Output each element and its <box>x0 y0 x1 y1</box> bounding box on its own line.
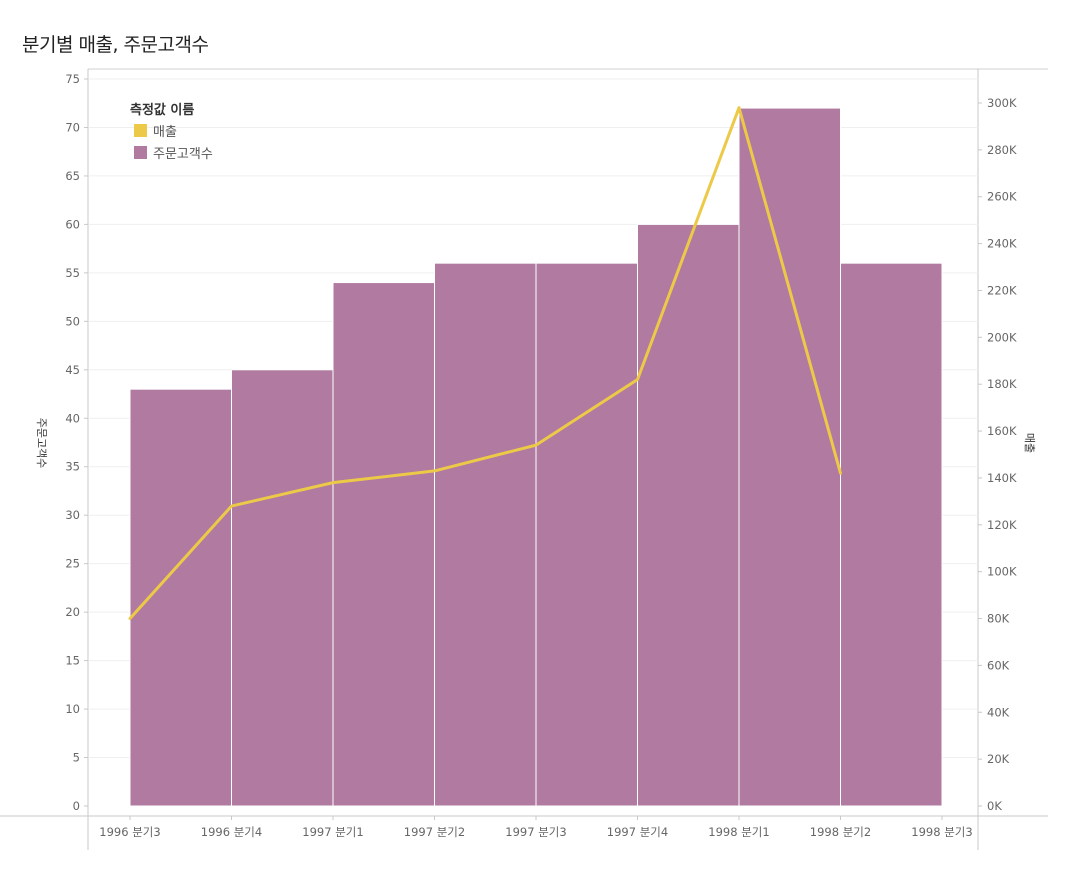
right-tick-label: 120K <box>987 518 1017 532</box>
right-tick-label: 20K <box>987 752 1010 766</box>
left-tick-label: 75 <box>65 72 80 86</box>
sales-point-6 <box>637 379 638 381</box>
right-tick-label: 0K <box>987 799 1002 813</box>
right-tick-label: 160K <box>987 424 1017 438</box>
left-tick-label: 65 <box>65 169 80 183</box>
left-tick-label: 55 <box>65 266 80 280</box>
sales-line <box>128 106 842 621</box>
bar-3 <box>332 282 435 807</box>
sales-point-8 <box>840 472 841 474</box>
right-tick-label: 280K <box>987 143 1017 157</box>
sales-point-2 <box>231 505 232 507</box>
left-tick-label: 20 <box>65 605 80 619</box>
x-tick-label: 1997 분기3 <box>505 825 566 839</box>
left-tick-label: 70 <box>65 120 80 134</box>
left-tick-label: 25 <box>65 557 80 571</box>
right-tick-label: 200K <box>987 330 1017 344</box>
x-tick-label: 1998 분기2 <box>810 825 871 839</box>
right-tick-label: 40K <box>987 705 1010 719</box>
bar-7 <box>738 107 841 807</box>
right-tick-label: 80K <box>987 612 1010 626</box>
sales-point-1 <box>129 618 131 620</box>
legend-swatch-1 <box>134 124 147 137</box>
left-axis-title: 주문고객수 <box>35 418 48 469</box>
bar-2 <box>231 369 334 807</box>
x-tick-label: 1997 분기2 <box>404 825 465 839</box>
right-tick-label: 300K <box>987 96 1017 110</box>
legend-label-2: 주문고객수 <box>153 147 213 162</box>
x-tick-label: 1997 분기4 <box>607 825 668 839</box>
chart-title: 분기별 매출, 주문고객수 <box>22 34 209 56</box>
right-tick-label: 240K <box>987 237 1017 251</box>
x-tick-label: 1997 분기1 <box>302 825 363 839</box>
bar-6 <box>637 223 740 807</box>
right-tick-label: 60K <box>987 658 1010 672</box>
legend-label-1: 매출 <box>153 125 177 140</box>
sales-point-3 <box>332 482 334 484</box>
bar-8 <box>840 262 943 807</box>
left-tick-label: 60 <box>65 217 80 231</box>
left-tick-label: 35 <box>65 460 80 474</box>
right-tick-label: 100K <box>987 565 1017 579</box>
right-tick-label: 140K <box>987 471 1017 485</box>
left-tick-label: 0 <box>73 799 80 813</box>
left-tick-label: 30 <box>65 508 80 522</box>
sales-point-7 <box>738 107 740 109</box>
left-tick-label: 5 <box>73 751 80 765</box>
x-tick-label: 1998 분기3 <box>911 825 972 839</box>
legend-title: 측정값 이름 <box>130 102 194 118</box>
left-tick-label: 40 <box>65 411 80 425</box>
left-tick-label: 45 <box>65 363 80 377</box>
x-tick-label: 1996 분기3 <box>99 825 160 839</box>
legend-swatch-2 <box>134 146 147 159</box>
bar-4 <box>434 262 537 807</box>
bar-1 <box>129 388 232 807</box>
sales-point-5 <box>535 444 537 446</box>
left-tick-label: 50 <box>65 314 80 328</box>
x-tick-label: 1998 분기1 <box>708 825 769 839</box>
bar-5 <box>535 262 638 807</box>
sales-point-4 <box>434 470 435 472</box>
left-tick-label: 15 <box>65 654 80 668</box>
right-axis-title: 매출 <box>1023 433 1036 453</box>
right-tick-label: 180K <box>987 377 1017 391</box>
x-tick-label: 1996 분기4 <box>201 825 262 839</box>
right-tick-label: 260K <box>987 190 1017 204</box>
right-tick-label: 220K <box>987 283 1017 297</box>
left-tick-label: 10 <box>65 702 80 716</box>
